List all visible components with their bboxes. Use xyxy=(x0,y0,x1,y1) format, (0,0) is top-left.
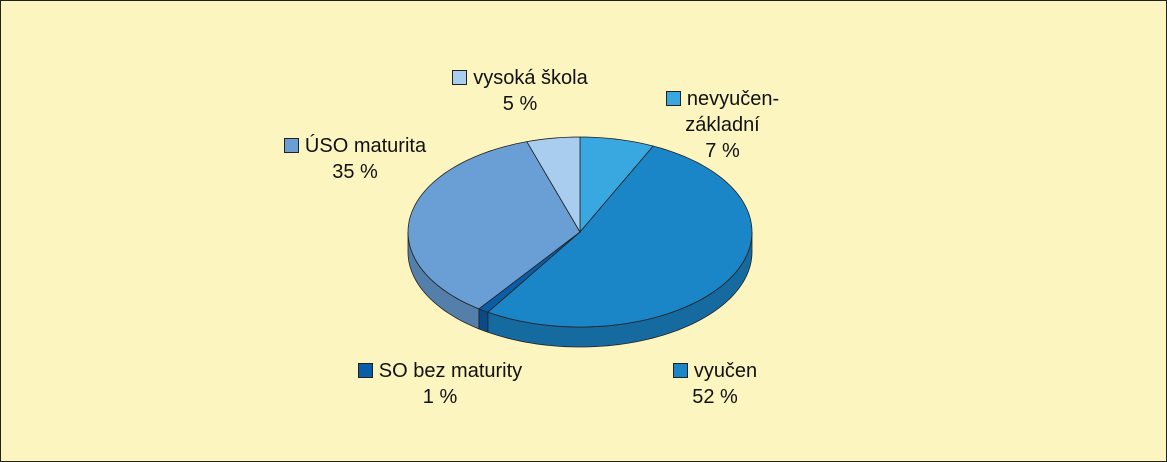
value-label: 7 % xyxy=(705,140,740,162)
pie-slice-side xyxy=(478,308,489,333)
legend-entry: SO bez maturity xyxy=(325,358,555,384)
category-label: ÚSO maturita xyxy=(304,135,427,157)
category-label: nevyučen-základní xyxy=(685,88,780,136)
legend-label: SO bez maturity 1 % xyxy=(325,358,555,410)
legend-swatch xyxy=(665,91,681,106)
legend-label: nevyučen-základní 7 % xyxy=(655,86,790,164)
legend-label: vysoká škola 5 % xyxy=(420,65,620,117)
legend-swatch xyxy=(452,70,468,85)
pie-slice xyxy=(487,145,753,328)
category-label: vyučen xyxy=(693,360,758,382)
pie-slice xyxy=(407,141,581,310)
legend-swatch xyxy=(357,363,373,378)
pie-slice xyxy=(579,136,654,234)
legend-swatch xyxy=(283,138,299,153)
legend-entry: ÚSO maturita xyxy=(265,133,445,159)
pie-slice xyxy=(526,136,581,234)
legend-entry: nevyučen-základní xyxy=(655,86,790,138)
legend-label: vyučen 52 % xyxy=(650,358,780,410)
value-label: 35 % xyxy=(332,161,378,183)
value-label: 52 % xyxy=(692,386,738,408)
value-label: 1 % xyxy=(422,386,458,408)
category-label: vysoká škola xyxy=(473,67,588,89)
legend-entry: vysoká škola xyxy=(420,65,620,91)
legend-label: ÚSO maturita 35 % xyxy=(265,133,445,185)
value-label: 5 % xyxy=(502,93,538,115)
category-label: SO bez maturity xyxy=(378,360,523,382)
legend-swatch xyxy=(672,363,688,378)
legend-entry: vyučen xyxy=(650,358,780,384)
